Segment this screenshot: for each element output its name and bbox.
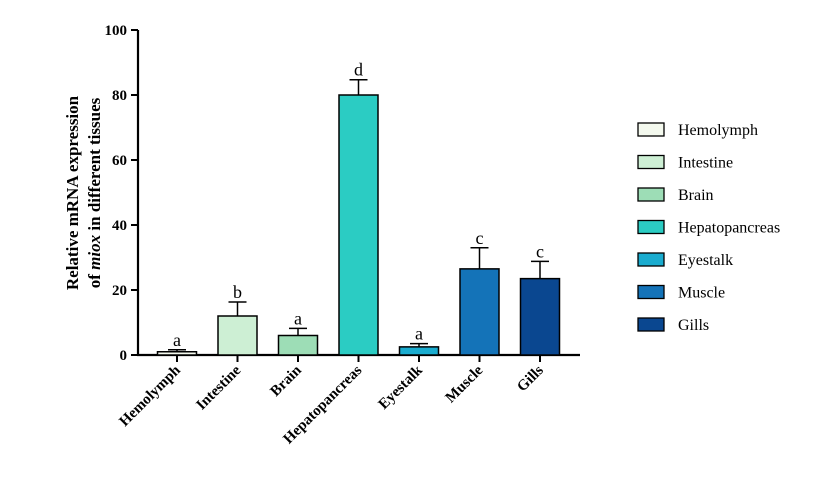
legend-swatch [637,219,665,235]
x-tick-label: Muscle [443,362,487,406]
bar-muscle [459,268,500,356]
y-axis-label-gene: miox [85,234,104,269]
legend-label: Gills [678,317,709,334]
y-tick-label: 60 [112,153,127,169]
x-tick-label: Hemolymph [117,362,185,430]
significance-letters: a b a d a c c [173,60,544,350]
y-axis-label-line2: of miox in different tissues [85,97,104,288]
legend-swatch [637,317,665,332]
x-tick-label: Intestine [194,362,245,413]
legend-label: Brain [678,187,714,204]
legend: Hemolymph Intestine Brain Hepatopancreas Eye… [637,122,780,334]
bar-hemolymph [156,351,198,356]
significance-letter: b [233,282,242,302]
significance-letter: a [294,308,302,328]
bar-gills [519,277,561,356]
x-tick-label: Eyestalk [376,362,427,413]
significance-letter: d [354,60,363,80]
y-axis: 0 20 40 60 80 100 [105,23,140,364]
bars [156,94,561,356]
legend-label: Muscle [678,285,725,302]
legend-swatch [637,252,665,267]
legend-swatch [637,122,665,137]
legend-label: Intestine [678,155,733,172]
bar-intestine [217,315,258,356]
bar-hepatopancreas [338,94,379,356]
bar-eyestalk [398,346,440,356]
significance-letter: a [415,324,423,344]
legend-label: Hepatopancreas [678,220,780,237]
legend-swatch [637,154,665,170]
legend-label: Eyestalk [678,252,733,269]
legend-swatch [637,187,665,202]
error-bars [168,78,549,352]
y-axis-label-line1: Relative mRNA expression [63,95,82,290]
bar-brain [277,334,319,356]
x-tick-label: Brain [268,362,306,400]
y-tick-label: 0 [120,348,128,364]
significance-letter: c [476,228,484,248]
legend-label: Hemolymph [678,122,758,139]
x-axis [137,353,580,362]
significance-letter: c [536,241,544,261]
y-axis-label-line2-suffix: in different tissues [85,97,104,234]
y-tick-label: 40 [112,218,127,234]
y-tick-label: 100 [105,23,128,39]
y-tick-label: 80 [112,88,127,104]
significance-letter: a [173,330,181,350]
x-tick-label: Gills [514,362,547,395]
y-axis-label-line2-prefix: of [85,270,104,288]
legend-swatch [637,284,665,300]
y-tick-label: 20 [112,283,127,299]
